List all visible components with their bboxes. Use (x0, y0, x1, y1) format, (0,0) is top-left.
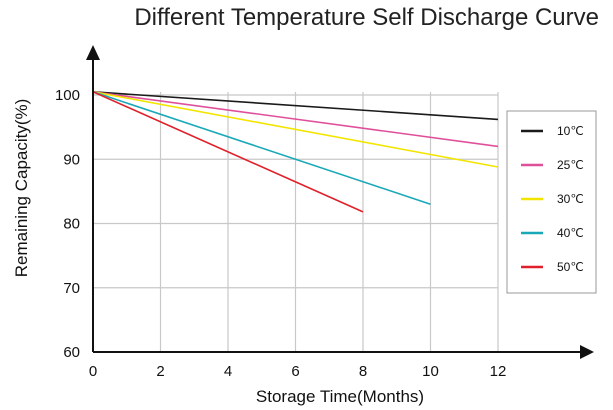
legend: 10℃ 25℃ 30℃ 40℃ 50℃ (506, 110, 597, 294)
legend-label: 30℃ (557, 192, 584, 206)
legend-label: 25℃ (557, 158, 584, 172)
x-tick-label: 6 (291, 363, 299, 380)
x-axis-arrow (580, 345, 594, 359)
y-axis-label: Remaining Capacity(%) (12, 99, 31, 278)
y-tick-label: 90 (63, 151, 80, 168)
x-axis-label: Storage Time(Months) (256, 387, 424, 406)
series-line (92, 91, 364, 213)
y-tick-label: 100 (55, 87, 80, 104)
legend-label: 50℃ (557, 260, 584, 274)
x-tick-label: 0 (89, 363, 97, 380)
series-line (92, 91, 499, 148)
grid-lines (93, 92, 499, 352)
y-tick-label: 80 (63, 216, 80, 233)
series-line (92, 91, 499, 168)
x-tick-label: 10 (422, 363, 439, 380)
y-axis-arrow (86, 45, 100, 60)
x-tick-label: 8 (359, 363, 367, 380)
x-tick-label: 2 (156, 363, 164, 380)
legend-label: 40℃ (557, 226, 584, 240)
axes (86, 45, 594, 359)
legend-box (506, 110, 597, 294)
x-tick-label: 12 (490, 363, 507, 380)
chart-title: Different Temperature Self Discharge Cur… (134, 4, 599, 31)
x-tick-label: 4 (224, 363, 232, 380)
series-line (92, 91, 431, 205)
tick-labels: 0 2 4 6 8 10 12 60 70 80 90 100 (55, 87, 506, 380)
series-lines (92, 91, 499, 213)
y-tick-label: 60 (63, 344, 80, 361)
legend-label: 10℃ (557, 124, 584, 138)
series-line (92, 91, 499, 121)
y-tick-label: 70 (63, 280, 80, 297)
